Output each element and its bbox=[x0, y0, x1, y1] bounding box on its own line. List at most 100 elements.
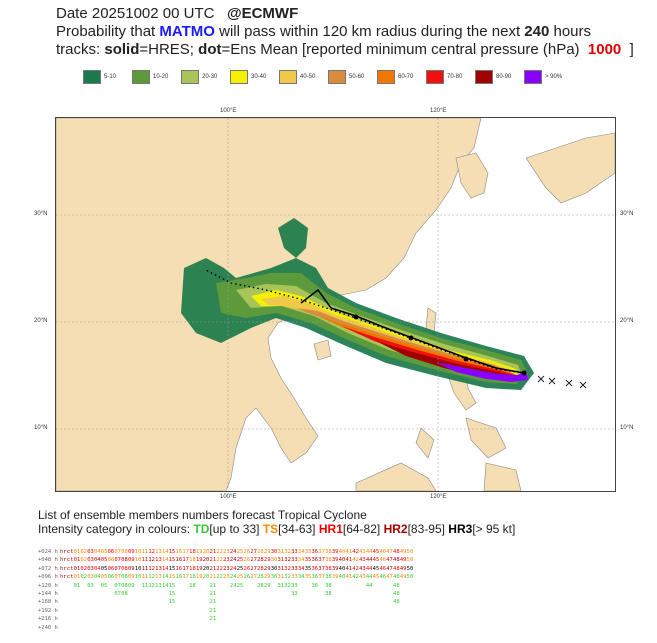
member-cell: 21 bbox=[209, 616, 217, 623]
member-cell bbox=[339, 624, 346, 632]
member-cell: 24 bbox=[229, 557, 237, 564]
member-cell: 11 bbox=[141, 582, 149, 589]
member-cell bbox=[176, 624, 183, 632]
member-cell bbox=[257, 607, 264, 615]
member-cell: 39 bbox=[331, 574, 339, 581]
member-cell: 15 bbox=[168, 582, 176, 589]
member-cell bbox=[128, 598, 135, 606]
member-cell bbox=[325, 607, 332, 615]
member-cell bbox=[162, 607, 169, 615]
member-cell: 02 bbox=[80, 557, 88, 564]
member-cell: 11 bbox=[141, 549, 149, 555]
member-cell bbox=[264, 607, 271, 615]
member-cell bbox=[379, 582, 386, 590]
member-cell bbox=[373, 607, 380, 615]
member-cell: 27 bbox=[250, 549, 257, 555]
member-cell: 07 bbox=[114, 549, 121, 555]
member-cell bbox=[400, 624, 407, 632]
ts-range: [34-63] bbox=[278, 522, 316, 536]
member-cell bbox=[162, 624, 169, 632]
date-text: Date 20251002 00 UTC bbox=[56, 5, 215, 22]
hr1-label: HR1 bbox=[318, 522, 343, 536]
member-cell: 32 bbox=[284, 582, 291, 589]
member-cell bbox=[298, 598, 305, 606]
member-cell bbox=[101, 598, 108, 606]
member-cell: 38 bbox=[325, 591, 332, 598]
member-cell: 17 bbox=[182, 557, 189, 564]
row-label: +024 h bbox=[38, 549, 58, 555]
track-point bbox=[353, 314, 359, 320]
cross-mark bbox=[537, 375, 545, 383]
member-cell bbox=[271, 607, 278, 615]
member-cell: 13 bbox=[155, 574, 162, 581]
member-cell: 10 bbox=[134, 549, 142, 555]
swath-5-10-lobe bbox=[278, 218, 308, 258]
member-cell: 18 bbox=[189, 549, 196, 555]
member-cell: 42 bbox=[352, 574, 359, 581]
member-cell bbox=[366, 624, 373, 632]
member-cell: 25 bbox=[236, 557, 244, 564]
member-cell bbox=[373, 598, 380, 606]
member-cell bbox=[135, 615, 142, 623]
member-cell bbox=[182, 607, 189, 615]
member-cell bbox=[386, 607, 393, 615]
member-cell bbox=[366, 615, 373, 623]
member-cell: 21 bbox=[209, 574, 217, 581]
member-cell bbox=[101, 590, 108, 598]
member-cell bbox=[80, 598, 87, 606]
member-cell: 24 bbox=[229, 582, 237, 589]
legend-label: 5-10 bbox=[104, 74, 117, 80]
member-cell bbox=[400, 582, 407, 590]
member-cell: 28 bbox=[257, 565, 264, 572]
member-cell bbox=[325, 615, 332, 623]
member-cell: 14 bbox=[161, 557, 169, 564]
member-cell: 45 bbox=[372, 549, 380, 555]
member-cell bbox=[278, 598, 285, 606]
member-cell: 38 bbox=[325, 557, 332, 564]
member-cell: 33 bbox=[291, 582, 298, 589]
member-cell: 18 bbox=[189, 557, 196, 564]
member-cell bbox=[250, 615, 257, 623]
member-cell bbox=[237, 598, 244, 606]
member-cell bbox=[284, 624, 291, 632]
member-cell bbox=[264, 590, 271, 598]
member-row: +240 h bbox=[38, 624, 413, 632]
member-cell: 48 bbox=[393, 574, 400, 581]
member-cell bbox=[142, 624, 149, 632]
member-cell bbox=[155, 590, 162, 598]
member-cell: 31 bbox=[277, 557, 285, 564]
member-cell: 37 bbox=[318, 574, 325, 581]
member-cell: 27 bbox=[250, 557, 257, 564]
member-cell bbox=[352, 607, 359, 615]
ts-label: TS bbox=[262, 522, 279, 536]
member-cell: 29 bbox=[263, 582, 271, 589]
member-cell bbox=[359, 598, 366, 606]
member-cell bbox=[80, 615, 87, 623]
line3-b: =HRES; bbox=[139, 41, 194, 58]
member-cell bbox=[74, 624, 81, 632]
member-cell: 36 bbox=[311, 549, 319, 555]
member-cell bbox=[366, 590, 373, 598]
legend-item: 80-90 bbox=[475, 70, 521, 84]
member-cell bbox=[223, 624, 230, 632]
line3-end: ] bbox=[629, 41, 634, 58]
member-cell: 35 bbox=[304, 565, 312, 572]
lon-tick-100: 100°E bbox=[220, 108, 237, 114]
member-cell: 04 bbox=[93, 574, 101, 581]
member-cell bbox=[196, 624, 203, 632]
graticule bbox=[56, 118, 615, 491]
member-cell bbox=[366, 607, 373, 615]
member-cell: hr bbox=[60, 565, 67, 572]
member-cell bbox=[244, 615, 251, 623]
legend-swatch bbox=[230, 70, 248, 84]
member-cell bbox=[176, 615, 183, 623]
member-cell: 50 bbox=[406, 549, 414, 555]
member-cell: 09 bbox=[127, 582, 135, 589]
member-cell bbox=[142, 598, 149, 606]
member-cell bbox=[407, 598, 414, 606]
member-cell: 08 bbox=[121, 549, 128, 555]
member-cell bbox=[311, 624, 318, 632]
hainan bbox=[313, 339, 332, 361]
member-cell bbox=[332, 607, 339, 615]
member-cell: 22 bbox=[216, 557, 223, 564]
